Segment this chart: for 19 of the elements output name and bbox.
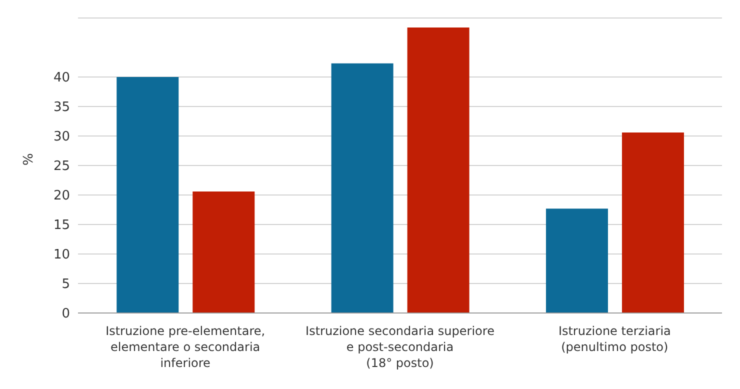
y-tick-label: 35 [53,100,70,116]
bar [622,132,684,313]
x-tick-label: Istruzione secondaria superiore e post-secondaria (18° posto) [306,324,494,370]
y-tick-label: 20 [53,188,70,204]
y-axis-title: % [22,153,37,166]
bar [546,208,608,313]
y-tick-label: 30 [53,130,70,145]
y-tick-label: 25 [53,159,70,174]
bar [192,191,255,313]
y-tick-label: 10 [53,248,70,263]
x-tick-label: Istruzione pre-elementare, elementare o secondaria inferiore [106,324,266,370]
bar [407,27,470,313]
y-tick-label: 0 [62,306,70,322]
bar [116,77,179,313]
y-tick-label: 40 [53,70,70,86]
bar [331,63,394,313]
x-tick-label: Istruzione terziaria (penultimo posto) [558,324,671,354]
y-tick-label: 15 [53,218,70,234]
y-tick-label: 5 [62,277,70,292]
